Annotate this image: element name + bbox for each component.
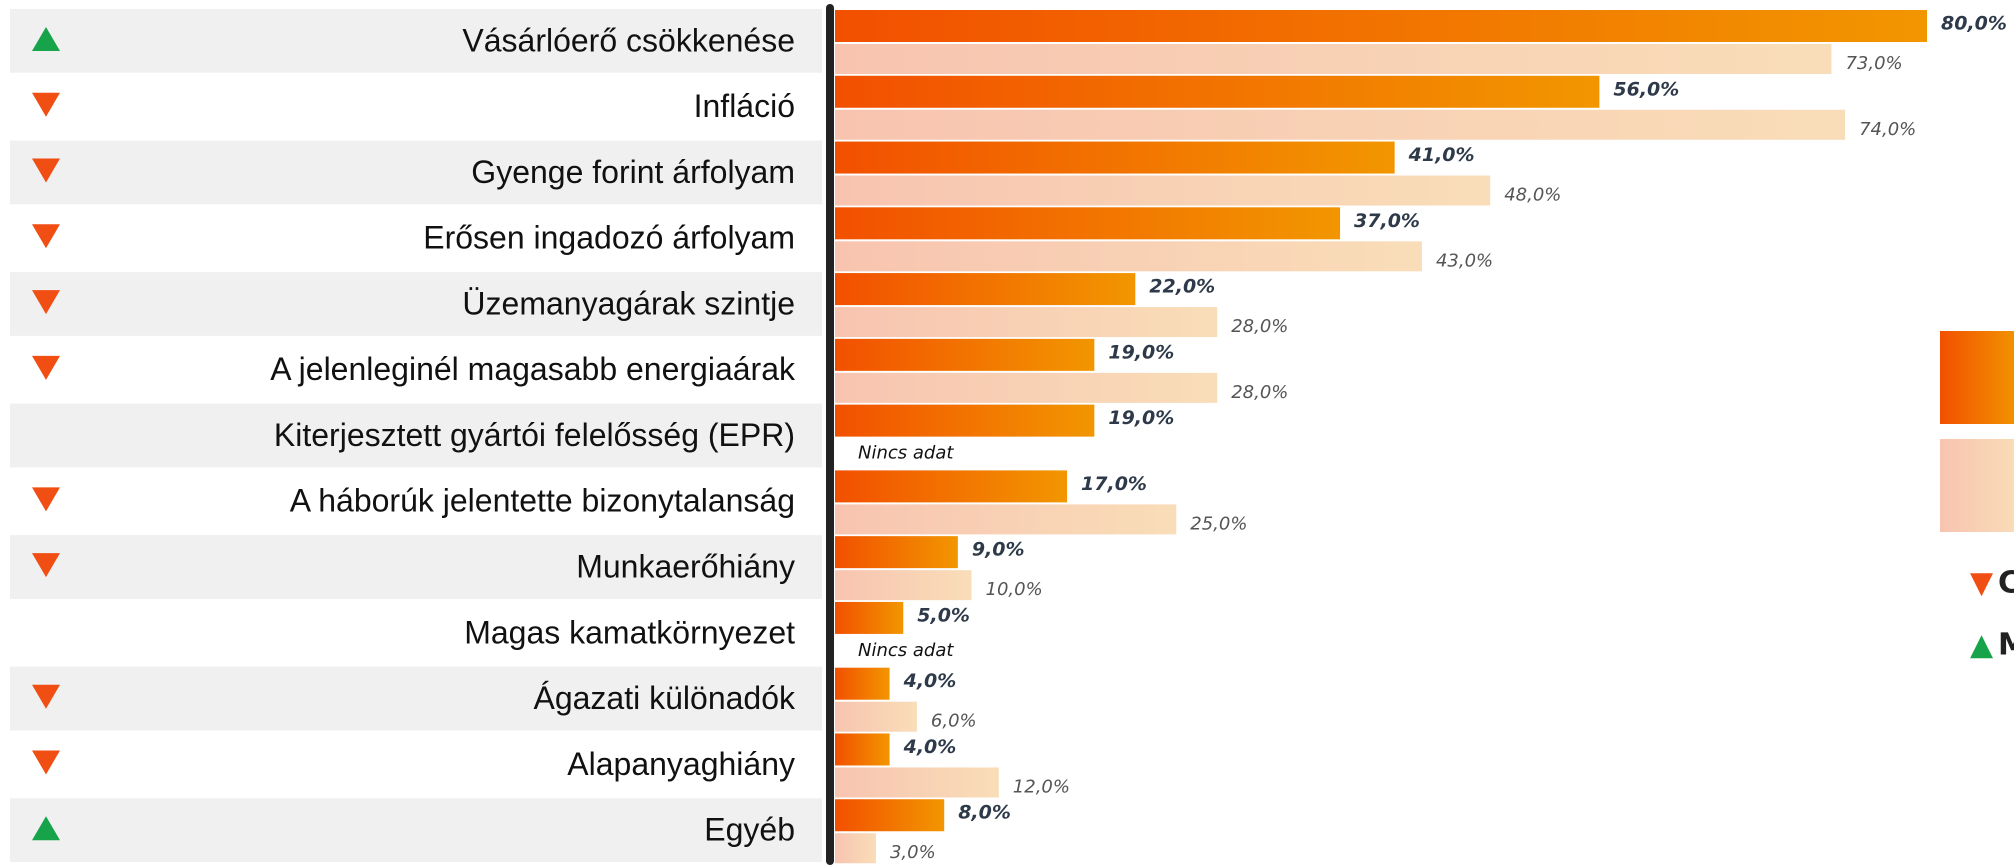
bar bbox=[835, 470, 1068, 503]
value-label: 10,0% bbox=[986, 579, 1043, 600]
category-label: Munkaerőhiány bbox=[576, 548, 795, 584]
value-label: 48,0% bbox=[1504, 185, 1561, 206]
value-label: 41,0% bbox=[1408, 144, 1475, 166]
value-label: 3,0% bbox=[890, 842, 936, 863]
category-label: Ágazati különadók bbox=[533, 680, 796, 716]
value-label: 4,0% bbox=[903, 670, 957, 692]
legend-symbol: ▲ bbox=[1970, 628, 1993, 663]
no-data-label: Nincs adat bbox=[858, 443, 954, 464]
bar bbox=[835, 570, 972, 601]
bar bbox=[835, 44, 1832, 74]
trend-marker bbox=[32, 355, 60, 380]
category-label: Erősen ingadozó árfolyam bbox=[423, 220, 795, 256]
trend-marker bbox=[32, 224, 60, 249]
trend-marker bbox=[32, 92, 60, 117]
bar bbox=[835, 241, 1422, 272]
value-label: 56,0% bbox=[1613, 78, 1679, 100]
category-label: Üzemanyagárak szintje bbox=[462, 285, 795, 321]
value-label: 5,0% bbox=[917, 604, 970, 626]
value-label: 43,0% bbox=[1436, 250, 1493, 271]
bar bbox=[835, 601, 904, 634]
row-background bbox=[10, 403, 822, 468]
legend-swatch bbox=[1940, 331, 2014, 424]
row-background bbox=[10, 272, 822, 336]
value-label: 17,0% bbox=[1081, 473, 1147, 495]
category-label: Vásárlóerő csökkenése bbox=[462, 22, 795, 58]
bar bbox=[835, 536, 958, 569]
bar bbox=[835, 733, 890, 766]
value-label: 74,0% bbox=[1859, 119, 1916, 140]
value-label: 4,0% bbox=[903, 736, 957, 758]
category-label: Magas kamatkörnyezet bbox=[464, 614, 795, 650]
row-background bbox=[10, 140, 822, 205]
bar bbox=[835, 833, 876, 864]
value-label: 37,0% bbox=[1354, 210, 1420, 232]
legend-label: C bbox=[1998, 566, 2014, 601]
legend-symbol: ▼ bbox=[1970, 566, 1993, 601]
trend-marker bbox=[32, 27, 60, 51]
value-label: 12,0% bbox=[1013, 776, 1070, 797]
bar bbox=[835, 109, 1846, 140]
value-label: 19,0% bbox=[1108, 407, 1174, 429]
value-label: 28,0% bbox=[1231, 316, 1288, 337]
legend-swatch bbox=[1940, 439, 2014, 532]
category-label: Alapanyaghiány bbox=[567, 746, 795, 782]
bar bbox=[835, 667, 890, 700]
value-label: 73,0% bbox=[1845, 53, 1902, 74]
trend-marker bbox=[32, 553, 60, 578]
row-background bbox=[10, 666, 822, 731]
bar bbox=[835, 75, 1600, 108]
value-label: 9,0% bbox=[972, 539, 1025, 561]
value-label: 22,0% bbox=[1149, 276, 1215, 298]
value-label: 25,0% bbox=[1190, 513, 1247, 534]
trend-marker bbox=[32, 487, 60, 512]
trend-marker bbox=[32, 816, 60, 841]
category-label: Kiterjesztett gyártói felelősség (EPR) bbox=[274, 417, 795, 453]
bar bbox=[835, 767, 999, 798]
bar bbox=[835, 10, 1927, 42]
bar bbox=[835, 175, 1491, 206]
category-label: A háborúk jelentette bizonytalanság bbox=[290, 483, 795, 519]
bar bbox=[835, 141, 1395, 174]
bar bbox=[835, 701, 917, 732]
value-label: 28,0% bbox=[1231, 382, 1288, 403]
trend-marker bbox=[32, 750, 60, 775]
value-label: 6,0% bbox=[931, 711, 977, 732]
row-background bbox=[10, 535, 822, 599]
value-label: 80,0% bbox=[1941, 13, 2007, 35]
category-label: A jelenleginél magasabb energiaárak bbox=[270, 351, 796, 387]
bar bbox=[835, 404, 1095, 437]
category-label: Infláció bbox=[694, 88, 795, 124]
row-background bbox=[10, 9, 822, 73]
value-label: 19,0% bbox=[1108, 341, 1174, 363]
bar bbox=[835, 504, 1177, 535]
trend-marker bbox=[32, 290, 60, 315]
bar bbox=[835, 307, 1218, 338]
trend-marker bbox=[32, 158, 60, 183]
row-background bbox=[10, 798, 822, 863]
value-label: 8,0% bbox=[958, 802, 1011, 824]
category-label: Gyenge forint árfolyam bbox=[471, 154, 795, 190]
legend-label: M bbox=[1998, 628, 2014, 663]
trend-marker bbox=[32, 684, 60, 709]
no-data-label: Nincs adat bbox=[858, 640, 954, 661]
bar bbox=[835, 372, 1218, 403]
bar bbox=[835, 273, 1136, 306]
category-label: Egyéb bbox=[704, 812, 795, 848]
axis-line bbox=[826, 4, 834, 865]
bar bbox=[835, 338, 1095, 371]
bar bbox=[835, 799, 945, 832]
bar bbox=[835, 207, 1341, 240]
